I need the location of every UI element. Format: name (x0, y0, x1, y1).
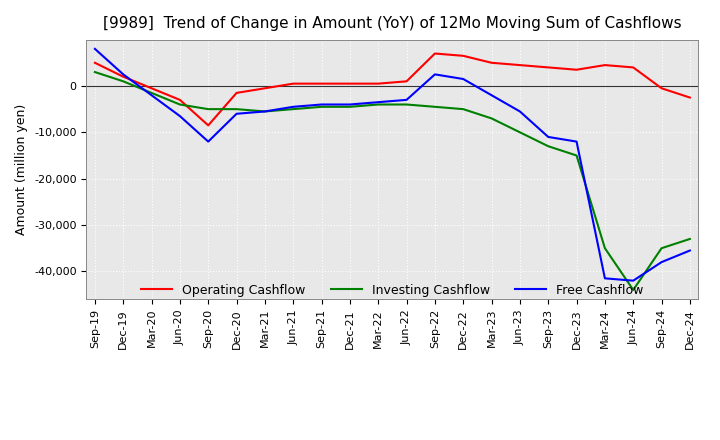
Line: Investing Cashflow: Investing Cashflow (95, 72, 690, 290)
Free Cashflow (261, 109, 269, 114)
Operating Cashflow (318, 81, 326, 86)
Line: Operating Cashflow: Operating Cashflow (95, 54, 690, 125)
Investing Cashflow (431, 104, 439, 110)
Operating Cashflow (487, 60, 496, 66)
Operating Cashflow (119, 74, 127, 79)
Investing Cashflow (685, 236, 694, 242)
Investing Cashflow (544, 143, 552, 149)
Line: Free Cashflow: Free Cashflow (95, 49, 690, 281)
Operating Cashflow (91, 60, 99, 66)
Free Cashflow (289, 104, 297, 110)
Title: [9989]  Trend of Change in Amount (YoY) of 12Mo Moving Sum of Cashflows: [9989] Trend of Change in Amount (YoY) o… (103, 16, 682, 32)
Free Cashflow (572, 139, 581, 144)
Free Cashflow (233, 111, 241, 117)
Free Cashflow (431, 72, 439, 77)
Investing Cashflow (487, 116, 496, 121)
Investing Cashflow (289, 106, 297, 112)
Investing Cashflow (91, 70, 99, 75)
Investing Cashflow (629, 287, 637, 293)
Investing Cashflow (402, 102, 411, 107)
Investing Cashflow (233, 106, 241, 112)
Operating Cashflow (233, 90, 241, 95)
Investing Cashflow (119, 79, 127, 84)
Operating Cashflow (685, 95, 694, 100)
Free Cashflow (346, 102, 354, 107)
Operating Cashflow (431, 51, 439, 56)
Operating Cashflow (204, 123, 212, 128)
Free Cashflow (657, 260, 666, 265)
Investing Cashflow (516, 130, 524, 135)
Investing Cashflow (204, 106, 212, 112)
Investing Cashflow (318, 104, 326, 110)
Operating Cashflow (346, 81, 354, 86)
Free Cashflow (318, 102, 326, 107)
Operating Cashflow (374, 81, 382, 86)
Free Cashflow (148, 92, 156, 98)
Legend: Operating Cashflow, Investing Cashflow, Free Cashflow: Operating Cashflow, Investing Cashflow, … (136, 279, 649, 302)
Operating Cashflow (148, 86, 156, 91)
Operating Cashflow (459, 53, 467, 59)
Operating Cashflow (402, 79, 411, 84)
Free Cashflow (516, 109, 524, 114)
Investing Cashflow (657, 246, 666, 251)
Free Cashflow (600, 276, 609, 281)
Investing Cashflow (374, 102, 382, 107)
Free Cashflow (487, 92, 496, 98)
Investing Cashflow (459, 106, 467, 112)
Operating Cashflow (572, 67, 581, 72)
Free Cashflow (459, 77, 467, 82)
Investing Cashflow (346, 104, 354, 110)
Operating Cashflow (657, 86, 666, 91)
Y-axis label: Amount (million yen): Amount (million yen) (16, 104, 29, 235)
Operating Cashflow (600, 62, 609, 68)
Free Cashflow (685, 248, 694, 253)
Free Cashflow (176, 114, 184, 119)
Investing Cashflow (600, 246, 609, 251)
Free Cashflow (91, 46, 99, 51)
Free Cashflow (544, 134, 552, 139)
Operating Cashflow (544, 65, 552, 70)
Free Cashflow (204, 139, 212, 144)
Investing Cashflow (176, 102, 184, 107)
Investing Cashflow (261, 109, 269, 114)
Investing Cashflow (148, 90, 156, 95)
Operating Cashflow (289, 81, 297, 86)
Free Cashflow (119, 72, 127, 77)
Operating Cashflow (176, 97, 184, 103)
Free Cashflow (402, 97, 411, 103)
Operating Cashflow (629, 65, 637, 70)
Investing Cashflow (572, 153, 581, 158)
Free Cashflow (629, 278, 637, 283)
Operating Cashflow (261, 86, 269, 91)
Operating Cashflow (516, 62, 524, 68)
Free Cashflow (374, 99, 382, 105)
